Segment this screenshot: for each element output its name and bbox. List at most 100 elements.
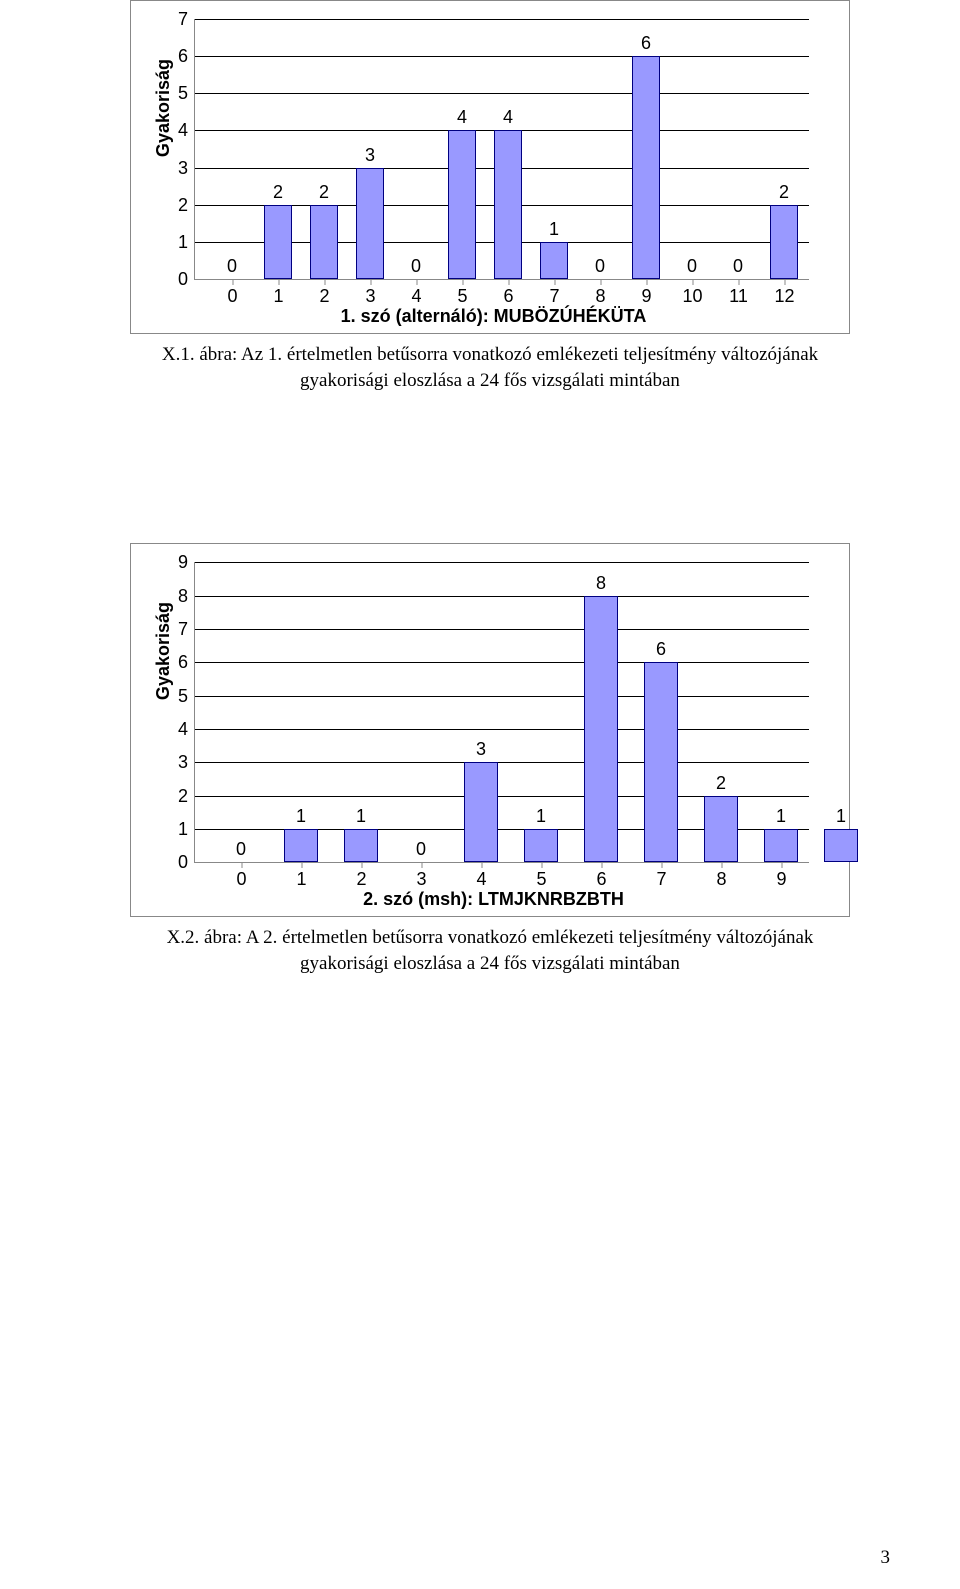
bar: 1 (344, 807, 378, 862)
bar-rect (448, 130, 476, 279)
bar: 2 (770, 183, 798, 279)
bar-value-label: 1 (776, 807, 786, 825)
xtick-mark (232, 280, 233, 285)
caption1: X.1. ábra: Az 1. értelmetlen betűsorra v… (130, 342, 850, 393)
bar: 2 (704, 774, 738, 863)
xtick-label: 12 (775, 286, 795, 307)
xtick-label: 8 (717, 869, 727, 890)
gridline (195, 662, 809, 663)
xtick-label: 9 (777, 869, 787, 890)
xtick-label: 1 (297, 869, 307, 890)
xtick-label: 0 (237, 869, 247, 890)
bar-rect (770, 205, 798, 279)
bar: 0 (224, 840, 258, 862)
bar-value-label: 1 (296, 807, 306, 825)
xtick-mark (278, 280, 279, 285)
xtick-label: 9 (642, 286, 652, 307)
bar: 0 (404, 840, 438, 862)
page: Gyakoriság 76543210 0223044106002 012345… (0, 0, 960, 1589)
bar: 0 (218, 257, 246, 279)
bar-value-label: 6 (641, 34, 651, 52)
bar-rect (464, 762, 498, 862)
caption1-line1: X.1. ábra: Az 1. értelmetlen betűsorra v… (162, 344, 818, 365)
bar-value-label: 4 (457, 108, 467, 126)
bar-value-label: 6 (656, 640, 666, 658)
chart1-plotrow: 76543210 0223044106002 (178, 19, 809, 280)
xtick-mark (784, 280, 785, 285)
bar: 0 (678, 257, 706, 279)
bar-rect (632, 56, 660, 279)
gridline (195, 762, 809, 763)
xtick-mark (241, 863, 242, 868)
bar-value-label: 0 (236, 840, 246, 858)
chart2-xticks: 0123456789 (178, 863, 809, 887)
bar: 8 (584, 574, 618, 863)
bar-value-label: 1 (836, 807, 846, 825)
xtick-label: 0 (228, 286, 238, 307)
spacer1 (70, 393, 890, 543)
page-number: 3 (881, 1547, 891, 1569)
gridline (195, 596, 809, 597)
xtick-label: 7 (657, 869, 667, 890)
xtick-mark (601, 863, 602, 868)
gridline (195, 56, 809, 57)
bar-value-label: 2 (779, 183, 789, 201)
xtick-mark (416, 280, 417, 285)
xtick-label: 10 (683, 286, 703, 307)
xtick-mark (361, 863, 362, 868)
chart2-ylabel: Gyakoriság (149, 602, 178, 700)
caption1-line2: gyakorisági eloszlása a 24 fős vizsgálat… (300, 370, 680, 391)
xtick-mark (738, 280, 739, 285)
chart1-ylabel: Gyakoriság (149, 59, 178, 157)
chart1-xlabel: 1. szó (alternáló): MUBÖZÚHÉKÜTA (178, 306, 809, 327)
bar-value-label: 0 (733, 257, 743, 275)
xtick-mark (692, 280, 693, 285)
bar-value-label: 0 (227, 257, 237, 275)
chart1-xticks: 0123456789101112 (178, 280, 809, 304)
chart2-xlabel: 2. szó (msh): LTMJKNRBZBTH (178, 889, 809, 910)
bar: 3 (464, 740, 498, 862)
xtick-label: 3 (417, 869, 427, 890)
gridline (195, 729, 809, 730)
xtick-label: 8 (596, 286, 606, 307)
chart2: Gyakoriság 9876543210 01103186211 012345… (149, 562, 809, 910)
xtick-mark (481, 863, 482, 868)
xtick-label: 5 (458, 286, 468, 307)
chart2-plot: 01103186211 (194, 562, 809, 863)
bar: 1 (540, 220, 568, 279)
bar-value-label: 3 (476, 740, 486, 758)
bar: 4 (494, 108, 522, 279)
bar-rect (344, 829, 378, 862)
xtick-mark (541, 863, 542, 868)
bar: 1 (524, 807, 558, 862)
xtick-mark (508, 280, 509, 285)
bar: 2 (264, 183, 292, 279)
chart1-frame: Gyakoriság 76543210 0223044106002 012345… (130, 0, 850, 334)
bar: 1 (764, 807, 798, 862)
chart2-inner: 9876543210 01103186211 0123456789 2. szó… (178, 562, 809, 910)
xtick-label: 6 (504, 286, 514, 307)
xtick-label: 7 (550, 286, 560, 307)
bar: 1 (824, 807, 858, 862)
bar-rect (824, 829, 858, 862)
bar-rect (264, 205, 292, 279)
xtick-mark (661, 863, 662, 868)
bar: 2 (310, 183, 338, 279)
chart2-yticks: 9876543210 (178, 562, 194, 862)
bar-value-label: 3 (365, 146, 375, 164)
gridline (195, 629, 809, 630)
bar: 1 (284, 807, 318, 862)
bar-value-label: 4 (503, 108, 513, 126)
chart1-yticks: 76543210 (178, 19, 194, 279)
bar: 0 (724, 257, 752, 279)
bar-value-label: 2 (716, 774, 726, 792)
bar-value-label: 0 (687, 257, 697, 275)
bar-value-label: 0 (595, 257, 605, 275)
xtick-mark (646, 280, 647, 285)
xtick-label: 1 (274, 286, 284, 307)
bar-value-label: 2 (273, 183, 283, 201)
xtick-label: 4 (477, 869, 487, 890)
xtick-mark (462, 280, 463, 285)
gridline (195, 696, 809, 697)
bar-rect (764, 829, 798, 862)
